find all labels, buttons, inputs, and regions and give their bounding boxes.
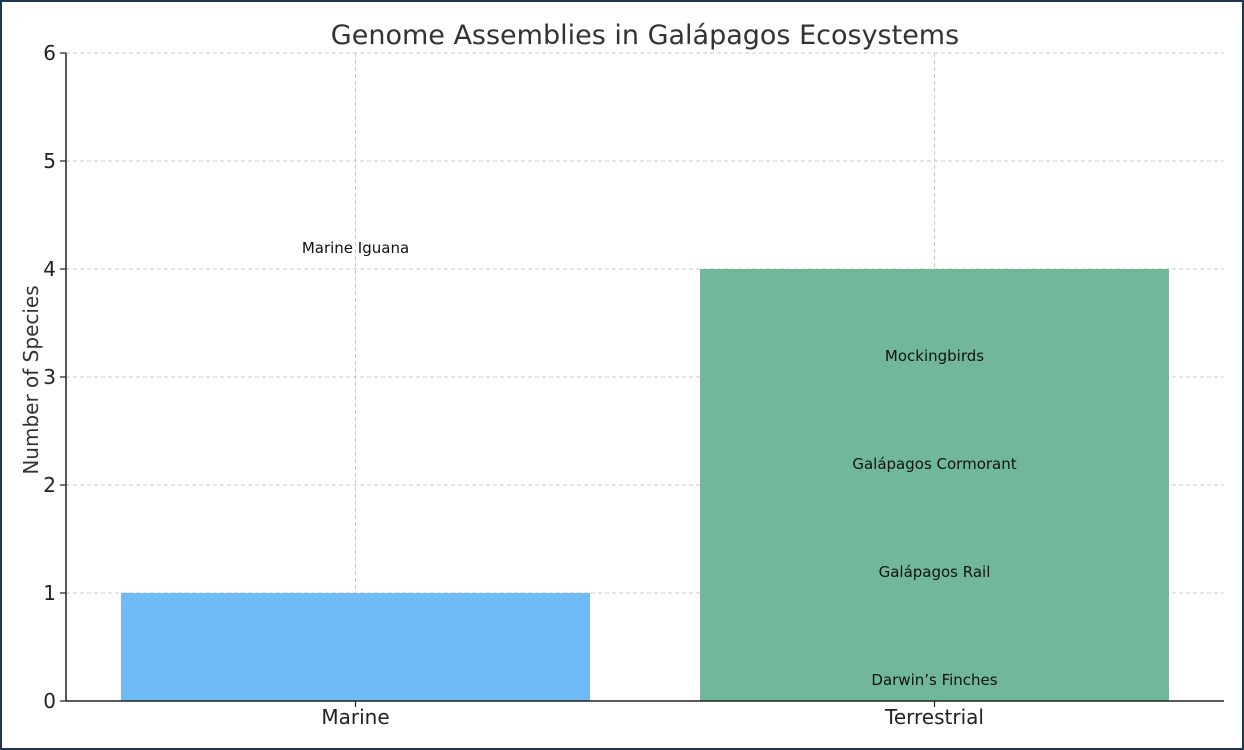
y-tick-label: 3	[43, 365, 56, 389]
bar-marine	[121, 593, 590, 701]
species-annotation: Mockingbirds	[885, 347, 984, 365]
y-tick-label: 1	[43, 581, 56, 605]
y-tick-label: 5	[43, 149, 56, 173]
axis-layer: 0 1 2 3 4 5 6 Marine Terrestrial	[43, 41, 1224, 729]
species-annotation: Galápagos Rail	[879, 563, 991, 581]
species-annotation: Darwin’s Finches	[871, 671, 997, 689]
x-tick-label-terrestrial: Terrestrial	[884, 705, 984, 729]
y-axis-label: Number of Species	[19, 285, 43, 474]
y-tick-label: 4	[43, 257, 56, 281]
bar-layer	[121, 269, 1169, 701]
y-tick-label: 2	[43, 473, 56, 497]
y-tick-label: 0	[43, 689, 56, 713]
species-annotation: Galápagos Cormorant	[852, 455, 1016, 473]
x-tick-label-marine: Marine	[321, 705, 389, 729]
chart-title: Genome Assemblies in Galápagos Ecosystem…	[331, 20, 959, 51]
y-tick-label: 6	[43, 41, 56, 65]
bar-terrestrial	[700, 269, 1169, 701]
label-layer: Marine Iguana Mockingbirds Galápagos Cormo…	[302, 239, 1017, 689]
species-annotation: Marine Iguana	[302, 239, 409, 257]
